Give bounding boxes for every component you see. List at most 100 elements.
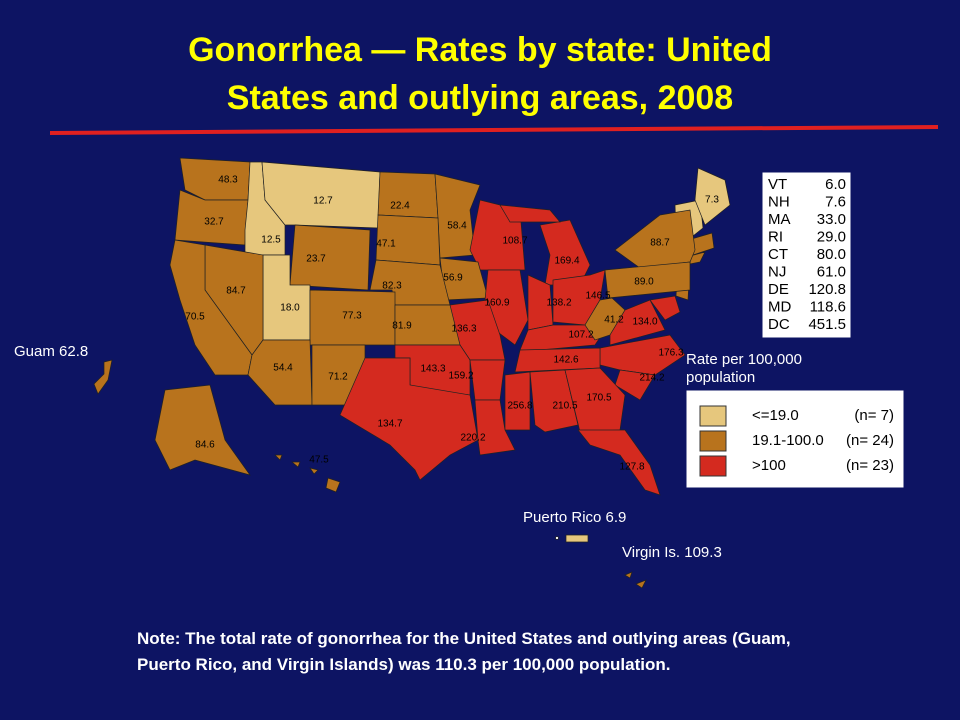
title-line: States and outlying areas, 2008	[227, 79, 733, 117]
state-rate-label: 70.5	[185, 312, 205, 323]
state-rate-label: 47.5	[309, 455, 329, 466]
legend-count: (n= 7)	[854, 407, 894, 424]
state-rate-label: 71.2	[328, 372, 348, 383]
state-rate-label: 56.9	[443, 273, 463, 284]
table-rate: 118.6	[810, 298, 846, 315]
state-rate-label: 48.3	[218, 175, 238, 186]
legend-count: (n= 23)	[846, 457, 894, 474]
state-shape	[169, 239, 253, 376]
legend-label: <=19.0	[752, 407, 799, 424]
us-map	[154, 157, 731, 496]
table-rate: 61.0	[817, 263, 846, 280]
state-rate-label: 160.9	[484, 298, 509, 309]
state-shape	[154, 384, 251, 476]
table-state: NJ	[768, 263, 786, 280]
state-rate-label: 170.5	[586, 393, 611, 404]
state-rate-label: 220.2	[460, 433, 485, 444]
state-rate-label: 256.8	[507, 401, 532, 412]
state-rate-label: 127.8	[619, 462, 644, 473]
state-rate-label: 108.7	[502, 236, 527, 247]
table-rate: 33.0	[817, 211, 846, 228]
state-rate-label: 169.4	[554, 256, 579, 267]
table-rate: 120.8	[808, 281, 846, 298]
state-rate-label: 159.2	[448, 371, 473, 382]
state-rate-label: 47.1	[376, 239, 396, 250]
state-rate-label: 84.7	[226, 286, 246, 297]
legend-title: population	[686, 369, 755, 386]
state-rate-label: 77.3	[342, 311, 362, 322]
table-state: DE	[768, 281, 789, 298]
state-rate-label: 214.2	[639, 373, 664, 384]
table-state: DC	[768, 316, 790, 333]
state-shape	[604, 261, 691, 299]
state-shape	[469, 359, 506, 401]
state-shape	[609, 299, 666, 346]
state-rate-label: 134.7	[377, 419, 402, 430]
table-rate: 29.0	[817, 228, 846, 245]
state-rate-label: 176.3	[658, 348, 683, 359]
table-rate: 451.5	[808, 316, 846, 333]
state-shape	[274, 454, 341, 493]
state-rate-label: 142.6	[553, 355, 578, 366]
state-rate-label: 210.5	[552, 401, 577, 412]
legend-swatch	[699, 430, 727, 452]
state-rate-label: 23.7	[306, 254, 326, 265]
legend-swatch	[699, 405, 727, 427]
state-shape	[504, 371, 531, 431]
title-line: Gonorrhea — Rates by state: United	[188, 31, 772, 69]
inset-table	[761, 171, 852, 339]
table-state: MA	[768, 211, 791, 228]
territory-shape	[624, 571, 633, 579]
table-state: MD	[768, 298, 791, 315]
territory-shape	[635, 579, 647, 589]
state-shape	[649, 295, 681, 321]
state-shape	[694, 167, 731, 226]
state-shape	[289, 224, 371, 291]
legend-label: >100	[752, 457, 786, 474]
territory-shape	[565, 534, 589, 543]
table-state: CT	[768, 246, 788, 263]
territory-label: Guam 62.8	[14, 343, 88, 360]
title-rule	[49, 125, 939, 135]
state-rate-label: 41.2	[604, 315, 624, 326]
state-rate-label: 54.4	[273, 363, 293, 374]
footnote: Note: The total rate of gonorrhea for th…	[137, 629, 791, 674]
state-rate-label: 134.0	[632, 317, 657, 328]
state-rate-label: 58.4	[447, 221, 467, 232]
state-rate-label: 88.7	[650, 238, 670, 249]
table-rate: 80.0	[817, 246, 846, 263]
state-shape	[474, 399, 516, 456]
territory-shape	[93, 359, 113, 395]
state-rate-label: 82.3	[382, 281, 402, 292]
state-rate-label: 12.7	[313, 196, 333, 207]
state-rate-label: 107.2	[568, 330, 593, 341]
state-shape	[614, 369, 656, 401]
territories	[93, 359, 647, 589]
state-shape	[564, 367, 626, 433]
state-shape	[529, 369, 579, 433]
state-rate-label: 84.6	[195, 440, 215, 451]
state-rate-label: 146.5	[585, 291, 610, 302]
table-rate: 6.0	[825, 176, 846, 193]
state-rate-label: 81.9	[392, 321, 412, 332]
state-rate-label: 143.3	[420, 364, 445, 375]
legend-label: 19.1-100.0	[752, 432, 824, 449]
table-state: NH	[768, 193, 790, 210]
state-shape	[339, 357, 479, 481]
table-state: RI	[768, 228, 783, 245]
state-rate-label: 18.0	[280, 303, 300, 314]
territory-label: Virgin Is. 109.3	[622, 544, 722, 561]
territory-label: Puerto Rico 6.9	[523, 509, 626, 526]
territory-shape	[555, 536, 559, 540]
table-rate: 7.6	[825, 193, 846, 210]
state-rate-label: 22.4	[390, 201, 410, 212]
state-shape	[577, 429, 661, 496]
table-state: VT	[768, 176, 787, 193]
state-rate-label: 32.7	[204, 217, 224, 228]
legend-title: Rate per 100,000	[686, 351, 802, 368]
state-shape	[179, 157, 251, 201]
state-rate-label: 89.0	[634, 277, 654, 288]
state-rate-label: 136.3	[451, 324, 476, 335]
